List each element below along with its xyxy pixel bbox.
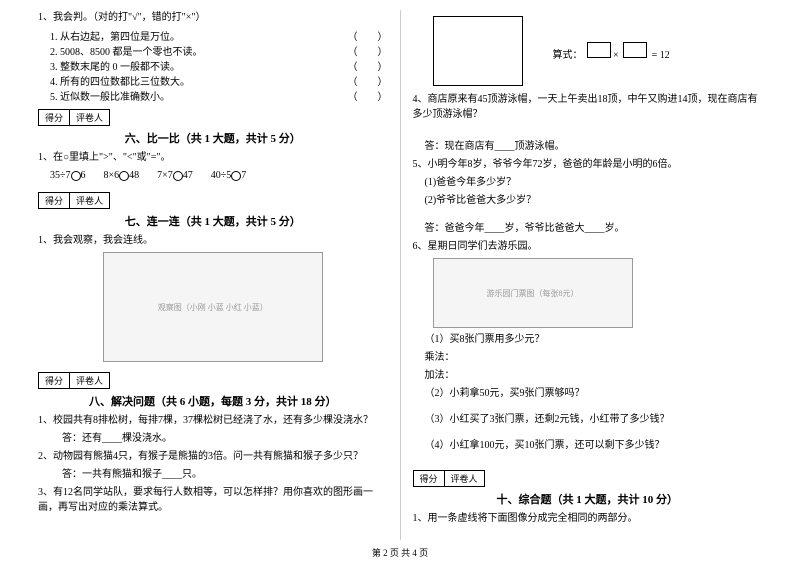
judge-item: 5. 近似数一般比准确数小。（ ） (50, 88, 388, 103)
circle-icon (71, 171, 81, 181)
judge-item: 4. 所有的四位数都比三位数大。（ ） (50, 73, 388, 88)
spacer (413, 430, 763, 438)
q8-1: 1、校园共有8排松树，每排7棵，37棵松树已经浇了水，还有多少棵没浇水？ (38, 413, 388, 428)
eq-label: 算式： (553, 50, 583, 61)
spacer (413, 211, 763, 221)
spacer (413, 125, 763, 139)
judge-item: 2. 5008、8500 都是一个零也不读。（ ） (50, 43, 388, 58)
score-box: 得分 评卷人 (38, 372, 110, 389)
q6-m2: 加法： (413, 368, 763, 383)
left-column: 1、我会判。（对的打"√"，错的打"×"） 1. 从右边起，第四位是万位。（ ）… (30, 10, 396, 540)
compare-item: 7×747 (157, 168, 193, 183)
score-box: 得分 评卷人 (38, 192, 110, 209)
grader-label: 评卷人 (70, 193, 109, 208)
section-6-title: 六、比一比（共 1 大题，共计 5 分） (38, 130, 388, 146)
page-container: 1、我会判。（对的打"√"，错的打"×"） 1. 从右边起，第四位是万位。（ ）… (0, 0, 800, 540)
q6-m1: 乘法： (413, 350, 763, 365)
q5-ans: 答：爸爸今年____岁，爷爷比爸爸大____岁。 (413, 221, 763, 236)
q5-p1: (1)爸爸今年多少岁？ (413, 175, 763, 190)
q5-p2: (2)爷爷比爸爸大多少岁？ (413, 193, 763, 208)
circle-icon (173, 171, 183, 181)
spacer (413, 404, 763, 412)
judge-item: 1. 从右边起，第四位是万位。（ ） (50, 28, 388, 43)
score-box: 得分 评卷人 (38, 109, 110, 126)
q8-2: 2、动物园有熊猫4只，有猴子是熊猫的3倍。问一共有熊猫和猴子多少只？ (38, 449, 388, 464)
section-8-title: 八、解决问题（共 6 小题，每题 3 分，共计 18 分） (38, 393, 388, 409)
park-image: 游乐园门票图（每张8元） (433, 258, 633, 328)
judge-list: 1. 从右边起，第四位是万位。（ ） 2. 5008、8500 都是一个零也不读… (38, 28, 388, 103)
section-10-title: 十、综合题（共 1 大题，共计 10 分） (413, 491, 763, 507)
score-box: 得分 评卷人 (413, 470, 485, 487)
q6-p3: （3）小红买了3张门票，还剩2元钱，小红带了多少钱？ (413, 412, 763, 427)
judge-text: 3. 整数末尾的 0 一般都不读。 (50, 58, 348, 73)
grader-label: 评卷人 (445, 471, 484, 486)
q8-3: 3、有12名同学站队，要求每行人数相等，可以怎样排？用你喜欢的图形画一画，再写出… (38, 485, 388, 515)
eq-tail: = 12 (652, 50, 670, 61)
compare-item: 8×648 (104, 168, 140, 183)
spacer (413, 456, 763, 464)
q6-p4: （4）小红拿100元，买10张门票，还可以剩下多少钱？ (413, 438, 763, 453)
grader-label: 评卷人 (70, 110, 109, 125)
blank-rectangle (433, 16, 523, 86)
judge-stem: 1、我会判。（对的打"√"，错的打"×"） (38, 10, 388, 25)
grader-label: 评卷人 (70, 373, 109, 388)
judge-paren: （ ） (348, 28, 388, 43)
judge-paren: （ ） (348, 58, 388, 73)
blank-box (587, 42, 611, 58)
judge-text: 4. 所有的四位数都比三位数大。 (50, 73, 348, 88)
observe-stem: 1、我会观察，我会连线。 (38, 233, 388, 248)
judge-paren: （ ） (348, 73, 388, 88)
score-label: 得分 (414, 471, 445, 486)
q6-p1: （1）买8张门票用多少元？ (413, 332, 763, 347)
compare-stem: 1、在○里填上">"、"<"或"="。 (38, 150, 388, 165)
image-alt: 观察图（小刚 小蓝 小红 小蓝） (158, 302, 268, 313)
compare-row: 35÷76 8×648 7×747 40÷57 (38, 168, 388, 183)
q10-1: 1、用一条虚线将下面图像分成完全相同的两部分。 (413, 511, 763, 526)
equation: 算式： × = 12 (553, 42, 670, 61)
judge-paren: （ ） (348, 88, 388, 103)
score-label: 得分 (39, 110, 70, 125)
judge-text: 5. 近似数一般比准确数小。 (50, 88, 348, 103)
judge-text: 1. 从右边起，第四位是万位。 (50, 28, 348, 43)
equation-row: 算式： × = 12 (413, 16, 763, 86)
q6-p2: （2）小莉拿50元，买9张门票够吗？ (413, 386, 763, 401)
right-column: 算式： × = 12 4、商店原来有45顶游泳帽，一天上午卖出18顶，中午又购进… (405, 10, 771, 540)
blank-box (623, 42, 647, 58)
judge-paren: （ ） (348, 43, 388, 58)
page-footer: 第 2 页 共 4 页 (0, 546, 800, 559)
section-7-title: 七、连一连（共 1 大题，共计 5 分） (38, 213, 388, 229)
q4: 4、商店原来有45顶游泳帽，一天上午卖出18顶，中午又购进14顶，现在商店有多少… (413, 92, 763, 122)
circle-icon (231, 171, 241, 181)
image-alt: 游乐园门票图（每张8元） (487, 288, 579, 299)
score-label: 得分 (39, 373, 70, 388)
q8-1-ans: 答：还有____棵没浇水。 (38, 431, 388, 446)
q8-2-ans: 答：一共有熊猫和猴子____只。 (38, 467, 388, 482)
compare-item: 35÷76 (50, 168, 86, 183)
judge-item: 3. 整数末尾的 0 一般都不读。（ ） (50, 58, 388, 73)
q5-stem: 5、小明今年8岁，爷爷今年72岁，爸爸的年龄是小明的6倍。 (413, 157, 763, 172)
q6-stem: 6、星期日同学们去游乐园。 (413, 239, 763, 254)
judge-text: 2. 5008、8500 都是一个零也不读。 (50, 43, 348, 58)
q4-ans: 答：现在商店有____顶游泳帽。 (413, 139, 763, 154)
compare-item: 40÷57 (211, 168, 247, 183)
column-divider (400, 10, 401, 540)
circle-icon (119, 171, 129, 181)
score-label: 得分 (39, 193, 70, 208)
observation-image: 观察图（小刚 小蓝 小红 小蓝） (103, 252, 323, 362)
